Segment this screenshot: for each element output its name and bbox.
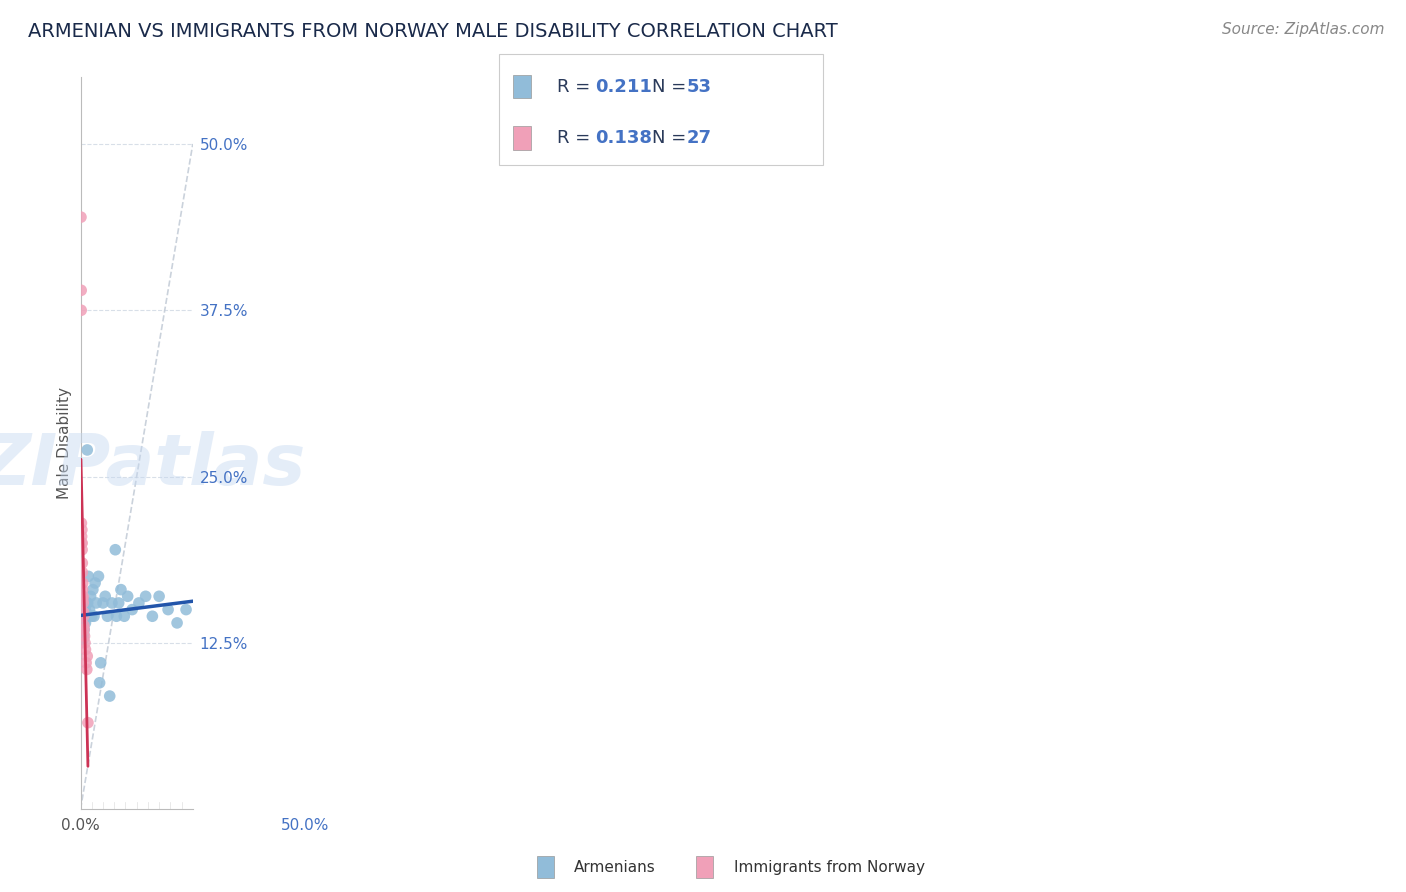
Point	[72, 613, 94, 627]
Point	[72, 596, 94, 610]
Point	[73, 609, 96, 624]
Point	[70, 516, 93, 530]
Point	[73, 618, 96, 632]
Point	[104, 542, 127, 557]
Point	[82, 582, 104, 597]
Point	[75, 615, 97, 630]
Text: 0.138: 0.138	[595, 129, 652, 147]
Point	[73, 609, 96, 624]
Point	[89, 675, 111, 690]
Point	[141, 609, 163, 624]
Point	[72, 629, 94, 643]
Point	[70, 523, 93, 537]
Point	[70, 529, 93, 543]
Point	[72, 566, 94, 580]
Point	[73, 629, 96, 643]
Point	[72, 576, 94, 591]
Text: 50.0%: 50.0%	[281, 818, 329, 833]
Point	[70, 632, 93, 646]
Text: R =: R =	[557, 78, 596, 95]
Point	[135, 589, 157, 603]
Point	[72, 613, 94, 627]
Point	[70, 615, 93, 630]
Point	[110, 582, 132, 597]
Point	[76, 663, 98, 677]
Point	[73, 615, 96, 630]
Point	[174, 602, 197, 616]
Point	[70, 636, 93, 650]
Text: Source: ZipAtlas.com: Source: ZipAtlas.com	[1222, 22, 1385, 37]
Point	[76, 596, 98, 610]
Point	[76, 649, 98, 664]
Point	[80, 609, 103, 624]
Text: 0.211: 0.211	[595, 78, 651, 95]
Point	[70, 536, 93, 550]
Point	[77, 715, 100, 730]
Point	[72, 582, 94, 597]
Point	[79, 589, 101, 603]
Point	[70, 283, 93, 297]
Point	[73, 602, 96, 616]
Point	[83, 609, 105, 624]
Point	[105, 609, 128, 624]
Point	[73, 623, 96, 637]
Point	[70, 303, 93, 318]
Text: Immigrants from Norway: Immigrants from Norway	[734, 860, 925, 874]
Point	[76, 442, 98, 457]
Point	[148, 589, 170, 603]
Point	[73, 636, 96, 650]
Y-axis label: Male Disability: Male Disability	[58, 387, 72, 500]
Point	[76, 596, 98, 610]
Point	[72, 632, 94, 646]
Point	[91, 596, 114, 610]
Point	[121, 602, 143, 616]
Point	[101, 596, 124, 610]
Point	[79, 602, 101, 616]
Point	[72, 623, 94, 637]
Text: 53: 53	[686, 78, 711, 95]
Point	[72, 556, 94, 570]
Point	[70, 623, 93, 637]
Text: N =: N =	[652, 129, 692, 147]
Point	[72, 618, 94, 632]
Point	[72, 589, 94, 603]
Point	[84, 576, 107, 591]
Text: ARMENIAN VS IMMIGRANTS FROM NORWAY MALE DISABILITY CORRELATION CHART: ARMENIAN VS IMMIGRANTS FROM NORWAY MALE …	[28, 22, 838, 41]
Point	[70, 542, 93, 557]
Point	[72, 618, 94, 632]
Point	[72, 605, 94, 619]
Point	[112, 609, 135, 624]
Point	[90, 656, 112, 670]
Point	[96, 609, 118, 624]
Text: Armenians: Armenians	[574, 860, 655, 874]
Point	[73, 626, 96, 640]
Point	[70, 210, 93, 224]
Point	[70, 626, 93, 640]
Point	[98, 689, 121, 703]
Text: 27: 27	[686, 129, 711, 147]
Point	[77, 569, 100, 583]
Point	[87, 569, 110, 583]
Point	[70, 536, 93, 550]
Point	[157, 602, 180, 616]
Point	[128, 596, 150, 610]
Text: N =: N =	[652, 78, 692, 95]
Point	[75, 642, 97, 657]
Point	[107, 596, 129, 610]
Text: 0.0%: 0.0%	[60, 818, 100, 833]
Point	[75, 605, 97, 619]
Text: R =: R =	[557, 129, 596, 147]
Point	[94, 589, 117, 603]
Text: ZIPatlas: ZIPatlas	[0, 431, 307, 500]
Point	[75, 656, 97, 670]
Point	[166, 615, 188, 630]
Point	[73, 623, 96, 637]
Point	[84, 596, 107, 610]
Point	[70, 629, 93, 643]
Point	[72, 591, 94, 606]
Point	[117, 589, 139, 603]
